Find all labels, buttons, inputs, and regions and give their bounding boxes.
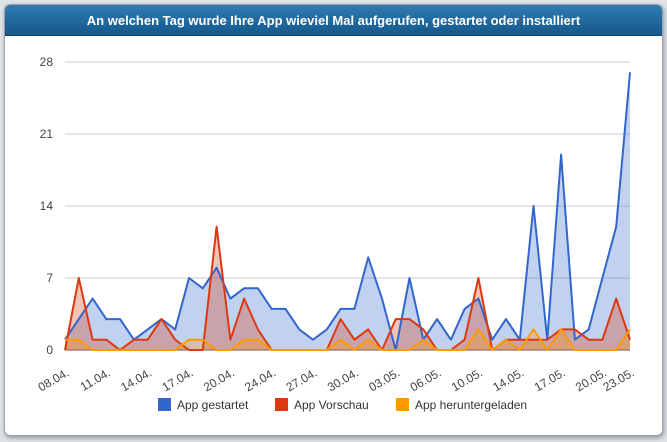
series-line-2[interactable] bbox=[65, 328, 631, 351]
x-tick-label-14: 23.05. bbox=[601, 365, 637, 394]
grid-lines bbox=[65, 61, 630, 351]
series-line-0[interactable] bbox=[64, 72, 631, 351]
legend-swatch-0 bbox=[158, 398, 171, 411]
legend[interactable]: App gestartet App Vorschau App heruntergel… bbox=[158, 398, 527, 412]
y-tick-label-28: 28 bbox=[40, 55, 54, 69]
x-tick-label-12: 17.05. bbox=[532, 365, 568, 394]
y-tick-label-7: 7 bbox=[46, 271, 53, 285]
x-tick-label-3: 17.04. bbox=[160, 365, 196, 394]
x-tick-label-8: 03.05. bbox=[366, 365, 402, 394]
legend-label-0: App gestartet bbox=[177, 398, 249, 412]
legend-item-2[interactable]: App heruntergeladen bbox=[396, 398, 527, 412]
x-axis-ticks: 08.04. 11.04. 14.04. 17.04. 20.04. 24.04. 27.0… bbox=[36, 365, 637, 394]
series-lines bbox=[64, 72, 631, 351]
legend-item-0[interactable]: App gestartet bbox=[158, 398, 249, 412]
x-tick-label-10: 10.05. bbox=[449, 365, 485, 394]
y-tick-label-14: 14 bbox=[40, 199, 54, 213]
legend-label-2: App heruntergeladen bbox=[415, 398, 527, 412]
chart-header: An welchen Tag wurde Ihre App wieviel Ma… bbox=[5, 5, 662, 36]
x-tick-label-6: 27.04. bbox=[284, 365, 320, 394]
y-tick-label-0: 0 bbox=[46, 343, 53, 357]
x-tick-label-1: 11.04. bbox=[78, 365, 113, 393]
legend-label-1: App Vorschau bbox=[294, 398, 369, 412]
series-area-1 bbox=[65, 226, 630, 350]
series-line-1[interactable] bbox=[64, 225, 631, 351]
y-tick-label-21: 21 bbox=[40, 127, 54, 141]
x-tick-label-4: 20.04. bbox=[201, 365, 237, 394]
chart-title: An welchen Tag wurde Ihre App wieviel Ma… bbox=[86, 12, 581, 28]
chart-card: An welchen Tag wurde Ihre App wieviel Ma… bbox=[4, 4, 663, 436]
legend-swatch-2 bbox=[396, 398, 409, 411]
legend-swatch-1 bbox=[275, 398, 288, 411]
x-tick-label-5: 24.04. bbox=[242, 365, 278, 394]
x-tick-label-2: 14.04. bbox=[118, 365, 154, 394]
y-axis-ticks: 0 7 14 21 28 bbox=[40, 55, 54, 357]
x-tick-label-0: 08.04. bbox=[36, 365, 72, 394]
x-tick-label-11: 14.05. bbox=[490, 365, 526, 394]
x-tick-label-7: 30.04. bbox=[325, 365, 361, 394]
x-tick-label-9: 06.05. bbox=[408, 365, 444, 394]
legend-item-1[interactable]: App Vorschau bbox=[275, 398, 369, 412]
